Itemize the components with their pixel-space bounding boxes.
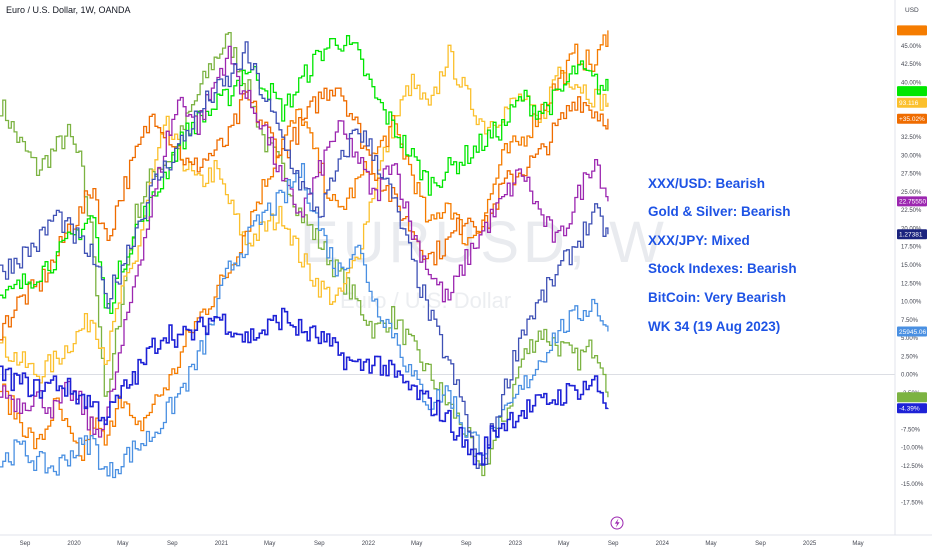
y-tick-label: 22.50% <box>901 208 922 214</box>
y-tick-label: -17.50% <box>901 501 924 507</box>
y-tick-label: 15.00% <box>901 263 922 269</box>
x-tick-label: Sep <box>167 541 178 547</box>
x-tick-label: 2022 <box>362 541 376 547</box>
price-badge: 93.116 <box>897 97 927 108</box>
series-line-6[interactable] <box>0 163 609 479</box>
price-badge-label: 25945.06 <box>899 329 926 336</box>
x-tick-label: Sep <box>461 541 472 547</box>
y-tick-label: 10.00% <box>901 300 922 306</box>
x-tick-label: May <box>264 541 275 547</box>
y-tick-label: 12.50% <box>901 281 922 287</box>
y-tick-label: -10.00% <box>901 446 924 452</box>
annotation-bitcoin[interactable]: BitCoin: Very Bearish <box>648 290 786 305</box>
x-tick-label: May <box>117 541 128 547</box>
price-badge <box>897 25 927 36</box>
price-badge-bg <box>897 392 927 403</box>
x-axis[interactable]: Sep 2020 May Sep 2021 May Sep 2022 May Sep 2023 May… <box>20 541 864 547</box>
x-tick-label: 2025 <box>803 541 817 547</box>
price-badge-bg <box>897 326 927 337</box>
x-tick-label: Sep <box>608 541 619 547</box>
x-tick-label: 2021 <box>215 541 229 547</box>
y-tick-label: 2.50% <box>901 354 919 360</box>
x-tick-label: 2020 <box>67 541 81 547</box>
y-tick-label: 27.50% <box>901 172 922 178</box>
y-tick-label: 30.00% <box>901 153 922 159</box>
price-badge: 1.27381 <box>897 229 927 240</box>
annotation-xxx-usd[interactable]: XXX/USD: Bearish <box>648 176 765 191</box>
lightning-icon[interactable] <box>610 516 624 530</box>
x-tick-label: May <box>411 541 422 547</box>
scale-currency-label[interactable]: USD <box>905 7 919 14</box>
price-badge-bg <box>897 403 927 414</box>
series-line-1[interactable] <box>0 44 609 384</box>
annotation-week[interactable]: WK 34 (19 Aug 2023) <box>648 319 780 334</box>
y-tick-label: 5.00% <box>901 336 919 342</box>
price-badge-label: +35.02% <box>899 116 925 123</box>
series-line-7[interactable] <box>0 41 609 469</box>
price-badge: 22.75550 <box>897 196 927 207</box>
y-tick-label: 45.00% <box>901 44 922 50</box>
price-badges: 93.116 +35.02% 22.75550 1.27381 25945.06 -4.3… <box>897 25 927 414</box>
x-tick-label: Sep <box>314 541 325 547</box>
price-badge-label: 93.116 <box>899 100 919 107</box>
series-line-5[interactable] <box>0 45 609 438</box>
price-badge <box>897 392 927 403</box>
price-badge-bg <box>897 196 927 207</box>
price-badge: 25945.06 <box>897 326 927 337</box>
y-tick-label: -15.00% <box>901 482 924 488</box>
x-tick-label: May <box>852 541 863 547</box>
price-badge: +35.02% <box>897 113 927 124</box>
y-tick-label: 40.00% <box>901 80 922 86</box>
price-badge-label: -4.39% <box>899 406 920 413</box>
series-line-8[interactable] <box>0 307 609 466</box>
price-badge <box>897 86 927 97</box>
annotation-gold-silver[interactable]: Gold & Silver: Bearish <box>648 204 791 219</box>
x-tick-label: May <box>558 541 569 547</box>
annotation-layer: XXX/USD: Bearish Gold & Silver: Bearish … <box>648 176 797 334</box>
y-tick-label: 42.50% <box>901 62 922 68</box>
annotation-stock-indexes[interactable]: Stock Indexes: Bearish <box>648 261 797 276</box>
price-badge-bg <box>897 113 927 124</box>
price-badge-label: 1.27381 <box>899 232 923 239</box>
y-tick-label: 7.50% <box>901 318 919 324</box>
series-line-3[interactable] <box>0 87 609 341</box>
x-tick-label: Sep <box>755 541 766 547</box>
price-badge-label: 22.75550 <box>899 199 926 206</box>
x-tick-label: 2023 <box>509 541 523 547</box>
y-tick-label: -12.50% <box>901 464 924 470</box>
price-badge-bg <box>897 86 927 97</box>
price-badge-bg <box>897 229 927 240</box>
annotation-xxx-jpy[interactable]: XXX/JPY: Mixed <box>648 233 750 248</box>
y-tick-label: 32.50% <box>901 135 922 141</box>
y-tick-label: 17.50% <box>901 245 922 251</box>
chart-title[interactable]: Euro / U.S. Dollar, 1W, OANDA <box>6 5 131 15</box>
y-tick-label: 0.00% <box>901 373 919 379</box>
x-tick-label: 2024 <box>656 541 670 547</box>
series-layer <box>0 30 609 479</box>
price-badge-bg <box>897 25 927 36</box>
y-tick-label: 25.00% <box>901 190 922 196</box>
price-badge: -4.39% <box>897 403 927 414</box>
price-badge-bg <box>897 97 927 108</box>
x-tick-label: May <box>705 541 716 547</box>
y-tick-label: -7.50% <box>901 427 921 433</box>
x-tick-label: Sep <box>20 541 31 547</box>
